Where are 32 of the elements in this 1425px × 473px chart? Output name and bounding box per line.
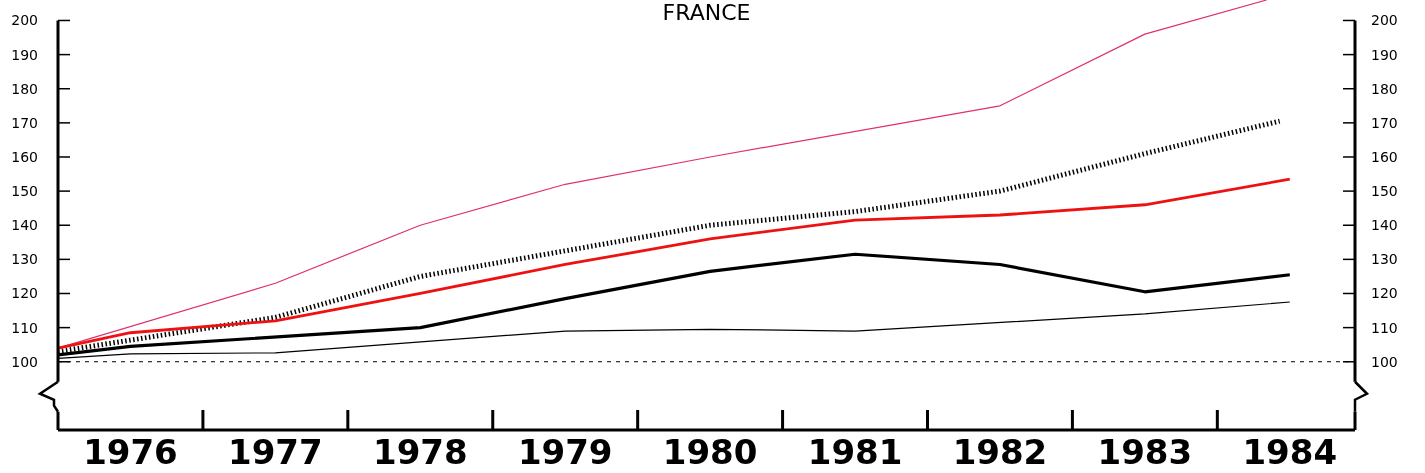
x-tick-label: 1980 (662, 432, 758, 472)
y2-tick-label: 170 (1371, 114, 1398, 131)
y-tick-label: 200 (11, 12, 38, 29)
y2-tick-label: 140 (1371, 217, 1398, 234)
y-tick-label: 150 (11, 183, 38, 200)
x-tick-label: 1979 (517, 432, 613, 472)
y-tick-label: 190 (11, 46, 38, 63)
x-tick-label: 1984 (1242, 432, 1338, 472)
y-tick-label: 140 (11, 217, 38, 234)
x-tick-label: 1981 (807, 432, 903, 472)
y2-tick-label: 100 (1371, 353, 1398, 370)
x-tick-label: 1977 (228, 432, 323, 472)
x-tick-label: 1983 (1097, 432, 1193, 472)
y2-tick-label: 130 (1371, 251, 1398, 268)
y-tick-label: 130 (11, 251, 38, 268)
y-tick-label: 120 (11, 285, 38, 302)
y-tick-label: 160 (11, 148, 38, 165)
y-tick-label: 170 (11, 114, 38, 131)
y2-tick-label: 190 (1371, 46, 1398, 63)
x-tick-label: 1976 (83, 432, 178, 472)
x-tick-label: 1978 (372, 432, 468, 472)
y2-tick-label: 110 (1371, 319, 1398, 336)
y-tick-label: 100 (11, 353, 38, 370)
y2-tick-label: 120 (1371, 285, 1398, 302)
y2-tick-label: 150 (1371, 183, 1398, 200)
x-tick-label: 1982 (952, 432, 1048, 472)
y-tick-label: 110 (11, 319, 38, 336)
chart-title: FRANCE (662, 0, 751, 25)
y2-tick-label: 180 (1371, 80, 1398, 97)
y2-tick-label: 160 (1371, 148, 1398, 165)
y-tick-label: 180 (11, 80, 38, 97)
y2-tick-label: 200 (1371, 12, 1398, 29)
